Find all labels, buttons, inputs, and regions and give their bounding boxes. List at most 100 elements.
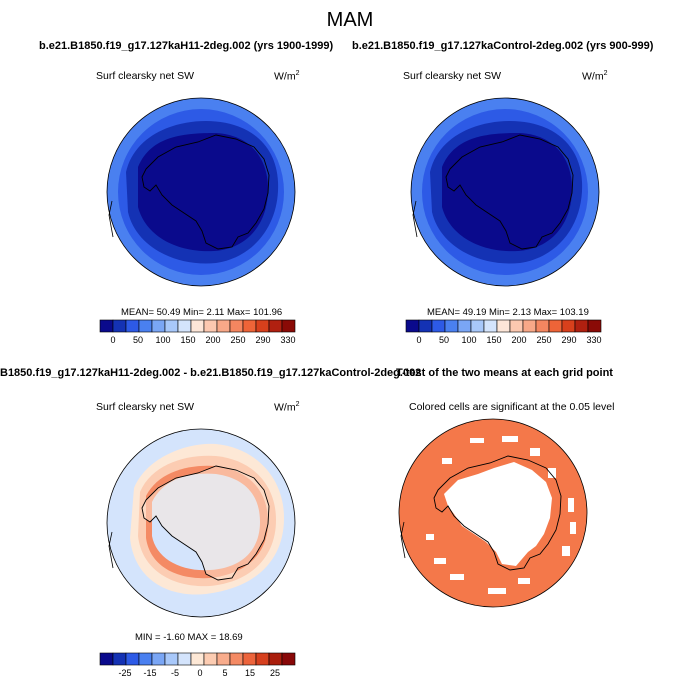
panel2-colorbar-swatch: [418, 319, 433, 333]
panel1-variable-label: Surf clearsky net SW: [96, 70, 195, 82]
panel3-colorbar-swatch: [190, 652, 205, 666]
panel1-colorbar-swatch: [281, 319, 296, 333]
panel3-colorbar-swatch: [99, 652, 114, 666]
panel2-tick-label: 50: [438, 335, 450, 345]
panel2-colorbar-swatch: [470, 319, 485, 333]
panel3-colorbar-swatch: [177, 652, 192, 666]
panel4-map: [398, 418, 588, 608]
panel2-colorbar-swatch: [405, 319, 420, 333]
panel3-tick-label: -15: [143, 668, 157, 678]
panel2-colorbar-swatch: [548, 319, 563, 333]
panel1-colorbar: [99, 319, 296, 333]
panel4-case-title: T-test of the two means at each grid poi…: [396, 367, 613, 379]
panel2-tick-label: 200: [511, 335, 527, 345]
panel1-tick-label: 150: [180, 335, 196, 345]
panel1-stats: MEAN= 50.49 Min= 2.11 Max= 101.96: [121, 307, 283, 318]
panel1-south-america: [108, 200, 114, 238]
panel2-colorbar-swatch: [444, 319, 459, 333]
panel3-units: W/m2: [274, 401, 300, 414]
panel1-tick-label: 0: [110, 335, 116, 345]
panel2-colorbar-swatch: [431, 319, 446, 333]
panel4-significance-note: Colored cells are significant at the 0.0…: [409, 401, 615, 413]
panel3-colorbar-swatch: [164, 652, 179, 666]
panel1-tick-label: 290: [255, 335, 271, 345]
panel2-tick-label: 0: [416, 335, 422, 345]
panel2-units: W/m2: [582, 70, 608, 83]
panel4-nonsignificant-cells: [426, 436, 576, 594]
panel2-colorbar-swatch: [535, 319, 550, 333]
panel1-tick-label: 50: [132, 335, 144, 345]
panel2-colorbar-swatch: [496, 319, 511, 333]
panel3-map: [106, 428, 296, 618]
panel3-case-title: B1850.f19_g17.127kaH11-2deg.002 - b.e21.…: [0, 367, 422, 379]
panel4-interior-white: [444, 462, 552, 566]
panel1-colorbar-swatch: [190, 319, 205, 333]
panel1-map: [106, 97, 296, 287]
panel1-case-title: b.e21.B1850.f19_g17.127kaH11-2deg.002 (y…: [39, 40, 334, 52]
panel3-tick-label: 0: [197, 668, 203, 678]
panel2-colorbar: [405, 319, 602, 333]
panel2-stats: MEAN= 49.19 Min= 2.13 Max= 103.19: [427, 307, 589, 318]
panel2-colorbar-swatch: [587, 319, 602, 333]
panel3-colorbar-swatch: [125, 652, 140, 666]
panel2-tick-label: 330: [586, 335, 602, 345]
panel3-colorbar: [99, 652, 296, 666]
panel1-colorbar-swatch: [216, 319, 231, 333]
panel3-colorbar-swatch: [112, 652, 127, 666]
panel3-colorbar-swatch: [255, 652, 270, 666]
panel3-colorbar-swatch: [268, 652, 283, 666]
panel2-tick-label: 100: [461, 335, 477, 345]
panel1-colorbar-swatch: [99, 319, 114, 333]
panel1-antarctica-interior: [138, 133, 268, 252]
panel3-tick-label: 25: [269, 668, 281, 678]
panel3-colorbar-swatch: [229, 652, 244, 666]
panel2-coastline: [445, 134, 574, 250]
panel1-colorbar-swatch: [164, 319, 179, 333]
panel3-colorbar-swatch: [242, 652, 257, 666]
panel2-tick-label: 290: [561, 335, 577, 345]
panel2-colorbar-swatch: [457, 319, 472, 333]
panel4-coastline: [433, 455, 562, 571]
panel1-colorbar-swatch: [177, 319, 192, 333]
panel1-colorbar-swatch: [112, 319, 127, 333]
panel2-colorbar-swatch: [574, 319, 589, 333]
panel1-colorbar-swatch: [138, 319, 153, 333]
panel2-colorbar-swatch: [522, 319, 537, 333]
panel3-colorbar-swatch: [216, 652, 231, 666]
panel2-map: [410, 97, 600, 287]
panel1-colorbar-swatch: [125, 319, 140, 333]
panel3-colorbar-swatch: [151, 652, 166, 666]
panel2-tick-label: 250: [536, 335, 552, 345]
panel2-variable-label: Surf clearsky net SW: [403, 70, 502, 82]
panel2-antarctica-interior: [442, 133, 572, 252]
panel1-colorbar-swatch: [268, 319, 283, 333]
panel1-coastline: [141, 134, 270, 250]
panel3-tick-label: 5: [222, 668, 228, 678]
panel3-colorbar-swatch: [281, 652, 296, 666]
panel1-colorbar-swatch: [229, 319, 244, 333]
panel2-colorbar-swatch: [509, 319, 524, 333]
panel3-tick-label: 15: [244, 668, 256, 678]
panel3-colorbar-swatch: [203, 652, 218, 666]
panel3-colorbar-swatch: [138, 652, 153, 666]
panel3-variable-label: Surf clearsky net SW: [96, 401, 195, 413]
panel1-units: W/m2: [274, 70, 300, 83]
panel2-case-title: b.e21.B1850.f19_g17.127kaControl-2deg.00…: [352, 40, 654, 52]
panel1-tick-label: 250: [230, 335, 246, 345]
panel2-colorbar-swatch: [483, 319, 498, 333]
panel3-stats: MIN = -1.60 MAX = 18.69: [135, 632, 243, 643]
panel3-tick-label: -25: [118, 668, 132, 678]
panel4-south-america: [400, 521, 406, 559]
panel1-colorbar-swatch: [151, 319, 166, 333]
panel1-colorbar-swatch: [255, 319, 270, 333]
panel3-south-america: [108, 531, 114, 569]
figure-title: MAM: [326, 9, 374, 31]
panel1-tick-label: 100: [155, 335, 171, 345]
panel3-coastline: [141, 465, 270, 581]
panel1-colorbar-swatch: [242, 319, 257, 333]
panel1-colorbar-swatch: [203, 319, 218, 333]
panel3-tick-label: -5: [170, 668, 180, 678]
panel2-tick-label: 150: [486, 335, 502, 345]
panel1-tick-label: 330: [280, 335, 296, 345]
panel1-tick-label: 200: [205, 335, 221, 345]
